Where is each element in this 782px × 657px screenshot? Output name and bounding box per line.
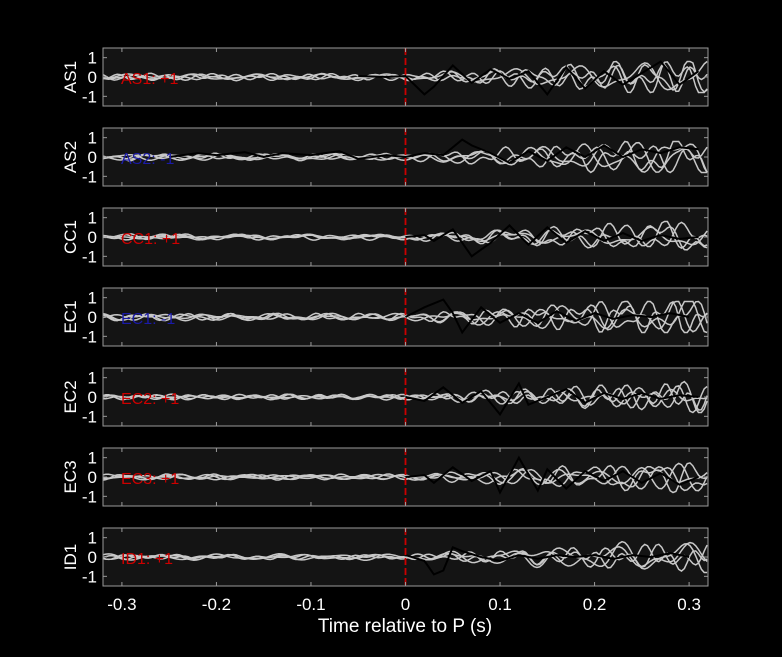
polarity-label: ID1: +1: [121, 551, 173, 568]
x-tick-label: -0.2: [202, 595, 231, 614]
station-label: ID1: [61, 544, 80, 570]
station-label: CC1: [61, 220, 80, 254]
panel-as2: -101 AS2 AS2: -1: [61, 127, 709, 187]
y-tick-label: 0: [88, 468, 97, 487]
gray-trace: [103, 543, 708, 573]
y-tick-label: -1: [82, 567, 97, 586]
polarity-label: AS2: -1: [121, 151, 174, 168]
y-tick-label: 1: [88, 369, 97, 388]
station-label: EC1: [61, 300, 80, 333]
gray-trace: [103, 300, 708, 334]
station-label: EC3: [61, 460, 80, 493]
y-tick-label: 1: [88, 49, 97, 68]
y-tick-label: 0: [88, 548, 97, 567]
y-tick-label: -1: [82, 407, 97, 426]
panel-as1: -101 AS1 AS1: +1: [61, 47, 709, 107]
gray-trace: [103, 226, 708, 246]
y-tick-label: 0: [88, 228, 97, 247]
panel-cc1: -101 CC1 CC1: +1: [61, 207, 709, 267]
y-tick-label: 0: [88, 388, 97, 407]
x-tick-label: 0.2: [583, 595, 607, 614]
polarity-label: EC2: +1: [121, 391, 179, 408]
y-tick-label: 1: [88, 449, 97, 468]
y-tick-label: 1: [88, 529, 97, 548]
black-trace: [169, 138, 699, 164]
black-trace: [405, 381, 699, 417]
y-tick-label: 1: [88, 289, 97, 308]
y-tick-label: -1: [82, 487, 97, 506]
black-trace: [405, 224, 699, 258]
y-tick-label: -1: [82, 167, 97, 186]
station-label: EC2: [61, 380, 80, 413]
panel-ec3: -101 EC3 EC3: +1: [61, 447, 709, 507]
panel-id1: -101 ID1 ID1: +1: [61, 527, 709, 587]
x-tick-label: -0.3: [107, 595, 136, 614]
x-tick-label: 0.1: [488, 595, 512, 614]
y-tick-label: 1: [88, 209, 97, 228]
y-tick-label: -1: [82, 327, 97, 346]
y-tick-label: 1: [88, 129, 97, 148]
y-tick-label: -1: [82, 247, 97, 266]
black-trace: [405, 298, 690, 335]
x-axis: -0.3 -0.2 -0.1 0 0.1 0.2 0.3: [107, 595, 701, 614]
x-axis-label: Time relative to P (s): [318, 616, 492, 637]
panel-ec1: -101 EC1 EC1: -1: [61, 287, 709, 347]
y-tick-label: 0: [88, 68, 97, 87]
y-tick-label: 0: [88, 308, 97, 327]
panel-ec2: -101 EC2 EC2: +1: [61, 367, 709, 427]
x-tick-label: -0.1: [296, 595, 325, 614]
polarity-label: EC3: +1: [121, 471, 179, 488]
polarity-label: AS1: +1: [121, 71, 178, 88]
polarity-label: CC1: +1: [121, 231, 180, 248]
station-label: AS2: [61, 141, 80, 173]
polarity-label: EC1: -1: [121, 311, 175, 328]
y-tick-label: 0: [88, 148, 97, 167]
x-tick-label: 0: [401, 595, 410, 614]
station-label: AS1: [61, 61, 80, 93]
black-trace: [358, 60, 700, 97]
black-trace: [405, 545, 690, 576]
black-trace: [405, 455, 699, 495]
y-tick-label: -1: [82, 87, 97, 106]
x-tick-label: 0.3: [677, 595, 701, 614]
panel-traces: [103, 540, 708, 576]
